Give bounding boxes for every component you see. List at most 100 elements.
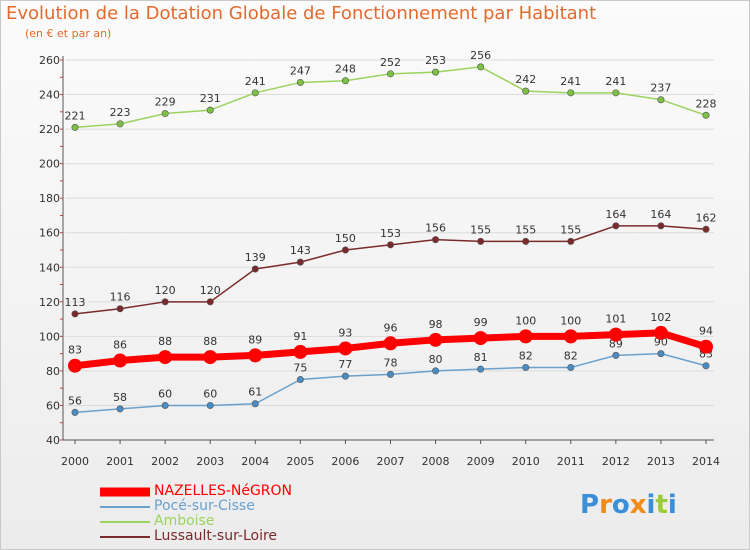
data-point bbox=[567, 363, 575, 371]
data-label: 99 bbox=[474, 316, 488, 329]
data-point bbox=[563, 329, 578, 344]
y-tick-label: 160 bbox=[39, 227, 60, 240]
data-point bbox=[251, 265, 259, 273]
data-point bbox=[657, 96, 665, 104]
x-tick-label: 2003 bbox=[196, 455, 224, 468]
data-label: 241 bbox=[605, 75, 626, 88]
legend-item: Amboise bbox=[100, 514, 360, 529]
data-point bbox=[608, 327, 623, 342]
data-label: 155 bbox=[515, 223, 536, 236]
data-point bbox=[161, 298, 169, 306]
data-label: 100 bbox=[560, 314, 581, 327]
data-point bbox=[653, 325, 668, 340]
data-point bbox=[296, 376, 304, 384]
x-tick-label: 2011 bbox=[557, 455, 585, 468]
data-label: 75 bbox=[293, 362, 307, 375]
data-label: 60 bbox=[158, 387, 172, 400]
data-point bbox=[567, 237, 575, 245]
data-point bbox=[612, 351, 620, 359]
y-tick-label: 240 bbox=[39, 89, 60, 102]
data-label: 252 bbox=[380, 56, 401, 69]
x-tick-label: 2000 bbox=[61, 455, 89, 468]
y-tick-label: 100 bbox=[39, 330, 60, 343]
data-label: 80 bbox=[429, 353, 443, 366]
x-tick-label: 2007 bbox=[377, 455, 405, 468]
data-point bbox=[432, 68, 440, 76]
data-point bbox=[71, 123, 79, 131]
data-label: 153 bbox=[380, 227, 401, 240]
legend-swatch bbox=[100, 520, 150, 523]
logo-letter: t bbox=[655, 490, 668, 520]
chart-legend: NAZELLES-NéGRON Pocé-sur-Cisse Amboise Luss… bbox=[100, 484, 360, 544]
data-point bbox=[386, 70, 394, 78]
x-tick-label: 2010 bbox=[512, 455, 540, 468]
data-label: 237 bbox=[650, 82, 671, 95]
x-tick-label: 2008 bbox=[422, 455, 450, 468]
data-label: 247 bbox=[290, 64, 311, 77]
legend-label: Lussault-sur-Loire bbox=[154, 528, 278, 544]
data-label: 96 bbox=[384, 321, 398, 334]
legend-label: NAZELLES-NéGRON bbox=[154, 483, 293, 499]
data-label: 100 bbox=[515, 314, 536, 327]
data-label: 120 bbox=[200, 284, 221, 297]
data-point bbox=[386, 370, 394, 378]
data-label: 155 bbox=[560, 223, 581, 236]
y-tick-label: 180 bbox=[39, 192, 60, 205]
data-label: 88 bbox=[158, 335, 172, 348]
data-point bbox=[428, 332, 443, 347]
data-point bbox=[341, 372, 349, 380]
data-point bbox=[206, 298, 214, 306]
logo-letter: i bbox=[646, 490, 656, 520]
data-label: 231 bbox=[200, 92, 221, 105]
data-label: 83 bbox=[68, 344, 82, 357]
data-label: 82 bbox=[564, 349, 578, 362]
data-point bbox=[68, 358, 82, 373]
legend-label: Pocé-sur-Cisse bbox=[154, 498, 255, 514]
data-point bbox=[296, 258, 304, 266]
legend-item: Pocé-sur-Cisse bbox=[100, 499, 360, 514]
x-tick-label: 2012 bbox=[602, 455, 630, 468]
data-label: 155 bbox=[470, 223, 491, 236]
data-label: 256 bbox=[470, 49, 491, 62]
data-label: 248 bbox=[335, 63, 356, 76]
y-tick-label: 80 bbox=[46, 365, 60, 378]
data-label: 223 bbox=[110, 106, 131, 119]
data-point bbox=[702, 225, 710, 233]
data-label: 58 bbox=[113, 391, 127, 404]
data-label: 86 bbox=[113, 339, 127, 352]
data-point bbox=[612, 222, 620, 230]
data-point bbox=[161, 401, 169, 409]
data-point bbox=[702, 111, 710, 119]
data-label: 164 bbox=[605, 208, 626, 221]
data-label: 120 bbox=[155, 284, 176, 297]
data-point bbox=[386, 241, 394, 249]
y-tick-label: 220 bbox=[39, 123, 60, 136]
data-point bbox=[206, 401, 214, 409]
logo-letter: P bbox=[580, 490, 600, 520]
data-point bbox=[567, 89, 575, 97]
data-label: 164 bbox=[650, 208, 671, 221]
data-label: 241 bbox=[560, 75, 581, 88]
x-tick-label: 2009 bbox=[467, 455, 495, 468]
data-label: 60 bbox=[203, 387, 217, 400]
data-label: 241 bbox=[245, 75, 266, 88]
data-label: 82 bbox=[519, 349, 533, 362]
data-label: 88 bbox=[203, 335, 217, 348]
data-point bbox=[432, 367, 440, 375]
data-point bbox=[702, 362, 710, 370]
data-label: 102 bbox=[650, 311, 671, 324]
data-point bbox=[341, 77, 349, 85]
data-label: 81 bbox=[474, 351, 488, 364]
data-label: 113 bbox=[65, 296, 86, 309]
data-point bbox=[158, 350, 173, 365]
y-tick-label: 60 bbox=[46, 399, 60, 412]
legend-swatch bbox=[100, 505, 150, 508]
data-point bbox=[473, 331, 488, 346]
data-label: 101 bbox=[605, 313, 626, 326]
logo-letter: r bbox=[599, 490, 612, 520]
data-label: 156 bbox=[425, 222, 446, 235]
data-label: 143 bbox=[290, 244, 311, 257]
data-label: 94 bbox=[699, 325, 713, 338]
data-point bbox=[612, 89, 620, 97]
